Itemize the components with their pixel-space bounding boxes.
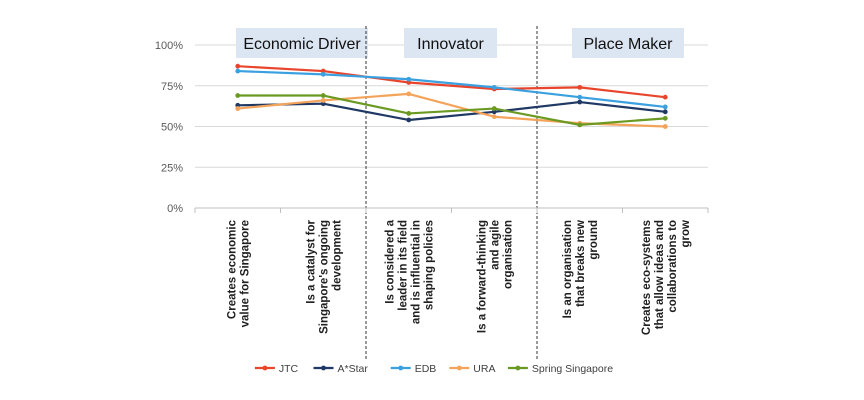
category-label-line: organisation — [502, 220, 514, 289]
data-point — [662, 104, 668, 110]
section-header-box — [404, 28, 497, 58]
section-header-label: Economic Driver — [243, 36, 361, 53]
data-point — [406, 76, 412, 82]
legend-swatch-marker — [456, 365, 462, 371]
legend-swatch-marker — [321, 365, 326, 371]
legend-label: A*Star — [338, 363, 369, 375]
category-label-line: that allow ideas and — [654, 220, 666, 329]
category-label: Creates eco-systemsthat allow ideas andc… — [641, 220, 692, 335]
data-point — [662, 109, 668, 115]
legend-label: JTC — [279, 363, 299, 375]
category-labels: Creates economicvalue for Singapore Is a … — [226, 219, 692, 335]
category-label-line: Is considered a — [384, 219, 396, 303]
y-tick-label: 100% — [155, 40, 183, 52]
category-label-line: leader in its field — [397, 220, 409, 311]
category-label: Is a catalyst forSingapore's ongoingdeve… — [305, 219, 343, 333]
legend-swatch-marker — [398, 365, 404, 371]
gridlines — [195, 44, 708, 209]
category-label: Is considered aleader in its fieldand is… — [384, 219, 435, 324]
data-point — [320, 98, 326, 103]
y-tick-label: 0% — [167, 203, 183, 215]
category-label: Creates economicvalue for Singapore — [226, 219, 251, 327]
section-header-label: Place Maker — [584, 36, 674, 53]
legend: JTC A*Star EDB URA Spring Singapore — [254, 363, 613, 375]
y-tick-label: 50% — [161, 122, 183, 134]
legend-swatch-marker — [515, 365, 521, 371]
data-point — [235, 106, 241, 111]
category-label-line: collaborations to — [667, 220, 679, 313]
section-dividers — [365, 26, 538, 360]
category-label-line: and is influential in — [410, 220, 422, 324]
section-header-layer: Economic Driver Innovator Place Maker — [236, 28, 684, 58]
data-point — [662, 115, 668, 121]
data-point — [406, 117, 412, 123]
category-label-line: and agile — [489, 220, 501, 270]
data-point — [320, 71, 326, 77]
series-line — [237, 69, 666, 109]
legend-label: EDB — [415, 363, 437, 375]
series-line — [237, 100, 666, 122]
data-point — [406, 111, 412, 116]
series-line — [237, 94, 666, 126]
category-label: Is a forward-thinkingand agileorganisati… — [476, 220, 514, 333]
category-label-line: shaping policies — [423, 220, 435, 310]
data-point — [491, 114, 497, 120]
category-label-line: Is a catalyst for — [305, 219, 317, 303]
axes: 0% 25% 50% 75% 100% — [155, 40, 709, 215]
legend-label: Spring Singapore — [532, 363, 613, 375]
data-point — [406, 91, 412, 97]
category-label-line: Singapore's ongoing — [318, 220, 330, 334]
data-point — [577, 122, 583, 128]
section-header-box — [236, 28, 368, 58]
y-tick-label: 75% — [161, 81, 183, 93]
series-lines — [235, 63, 668, 129]
data-point — [491, 106, 497, 111]
legend-swatch-marker — [262, 365, 268, 371]
category-label-line: value for Singapore — [239, 220, 251, 327]
section-header-label: Innovator — [417, 36, 484, 53]
category-label-line: development — [331, 220, 343, 291]
data-point — [320, 93, 326, 98]
category-label: Is an organisationthat breaks newground — [562, 220, 600, 318]
data-point — [577, 94, 583, 100]
data-point — [235, 93, 241, 98]
data-point — [491, 84, 497, 90]
category-label-line: that breaks new — [575, 220, 587, 307]
category-label-line: Creates eco-systems — [641, 220, 653, 335]
data-point — [662, 124, 668, 129]
y-tick-label: 25% — [161, 162, 183, 174]
legend-label: URA — [473, 363, 495, 375]
data-point — [235, 68, 241, 74]
category-label-line: Is an organisation — [562, 220, 574, 318]
data-point — [577, 99, 583, 105]
data-point — [577, 84, 583, 90]
category-label-line: grow — [680, 220, 692, 248]
category-label-line: Is a forward-thinking — [476, 220, 488, 333]
data-point — [662, 94, 668, 100]
data-point — [235, 63, 241, 69]
section-header-box — [572, 28, 684, 58]
category-label-line: Creates economic — [226, 219, 238, 319]
category-label-line: ground — [588, 220, 600, 260]
series-line — [237, 65, 666, 99]
